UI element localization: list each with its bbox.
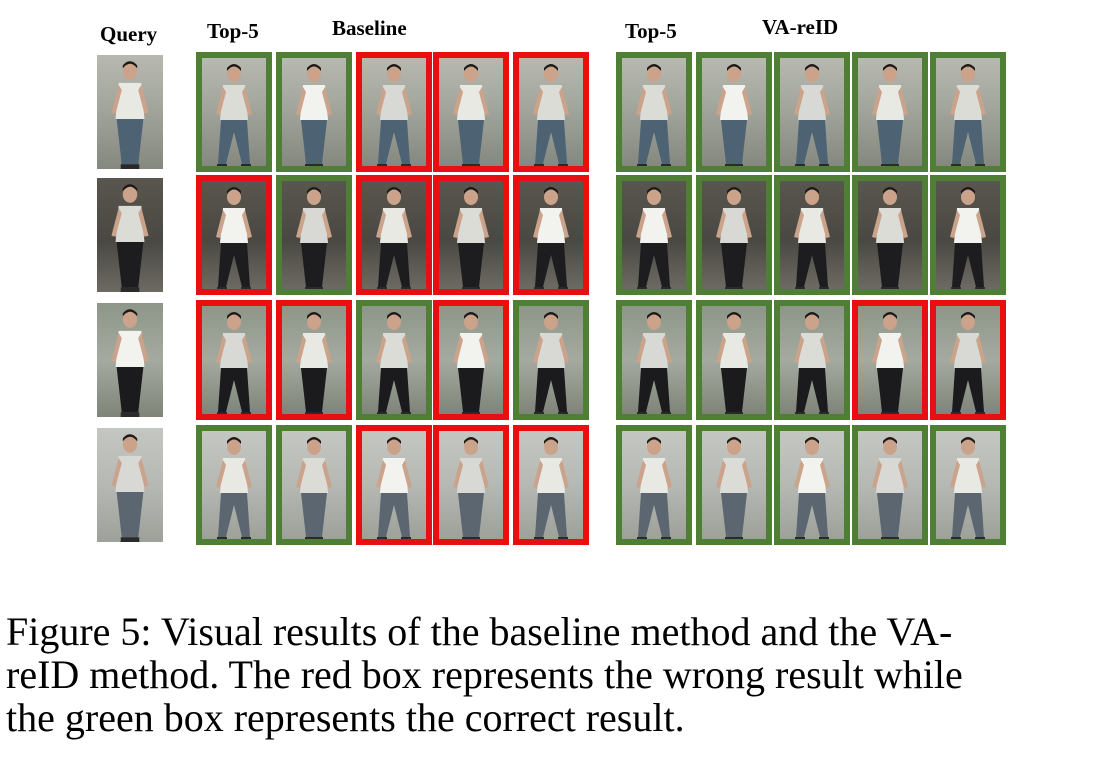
vareid-result-correct — [852, 425, 928, 545]
vareid-result-correct — [774, 52, 850, 172]
query-header: Query — [100, 22, 158, 46]
baseline-result-wrong — [513, 175, 589, 295]
baseline-result-correct — [276, 425, 352, 545]
vareid-top5-header: Top-5 — [625, 19, 677, 43]
baseline-top5-header: Top-5 — [207, 19, 259, 43]
baseline-result-wrong — [356, 52, 432, 172]
vareid-result-correct — [616, 175, 692, 295]
baseline-result-wrong — [196, 175, 272, 295]
baseline-result-wrong — [356, 175, 432, 295]
baseline-result-correct — [513, 300, 589, 420]
baseline-result-correct — [196, 52, 272, 172]
baseline-result-wrong — [433, 52, 509, 172]
query-image — [97, 303, 163, 417]
baseline-result-wrong — [513, 425, 589, 545]
vareid-result-correct — [696, 175, 772, 295]
caption-line-2: reID method. The red box represents the … — [6, 652, 963, 697]
vareid-result-correct — [930, 175, 1006, 295]
vareid-result-correct — [852, 175, 928, 295]
vareid-result-wrong — [930, 300, 1006, 420]
baseline-result-correct — [356, 300, 432, 420]
figure-caption: Figure 5: Visual results of the baseline… — [6, 610, 1106, 739]
baseline-result-wrong — [433, 300, 509, 420]
vareid-result-wrong — [852, 300, 928, 420]
vareid-result-correct — [930, 52, 1006, 172]
vareid-result-correct — [774, 300, 850, 420]
query-image — [97, 178, 163, 292]
vareid-result-correct — [774, 425, 850, 545]
vareid-result-correct — [616, 52, 692, 172]
baseline-result-correct — [196, 425, 272, 545]
caption-line-3: the green box represents the correct res… — [6, 695, 685, 740]
caption-line-1: Figure 5: Visual results of the baseline… — [6, 609, 953, 654]
baseline-result-correct — [276, 52, 352, 172]
query-image — [97, 428, 163, 542]
vareid-result-correct — [930, 425, 1006, 545]
vareid-result-correct — [616, 425, 692, 545]
baseline-result-wrong — [356, 425, 432, 545]
baseline-result-wrong — [433, 175, 509, 295]
vareid-header: VA-reID — [762, 15, 839, 39]
query-image — [97, 55, 163, 169]
baseline-result-correct — [276, 175, 352, 295]
vareid-result-correct — [616, 300, 692, 420]
baseline-result-wrong — [276, 300, 352, 420]
baseline-result-wrong — [513, 52, 589, 172]
vareid-result-correct — [852, 52, 928, 172]
baseline-result-wrong — [196, 300, 272, 420]
vareid-result-correct — [696, 425, 772, 545]
vareid-result-correct — [696, 300, 772, 420]
vareid-result-correct — [774, 175, 850, 295]
baseline-result-wrong — [433, 425, 509, 545]
vareid-result-correct — [696, 52, 772, 172]
baseline-header: Baseline — [332, 16, 407, 40]
